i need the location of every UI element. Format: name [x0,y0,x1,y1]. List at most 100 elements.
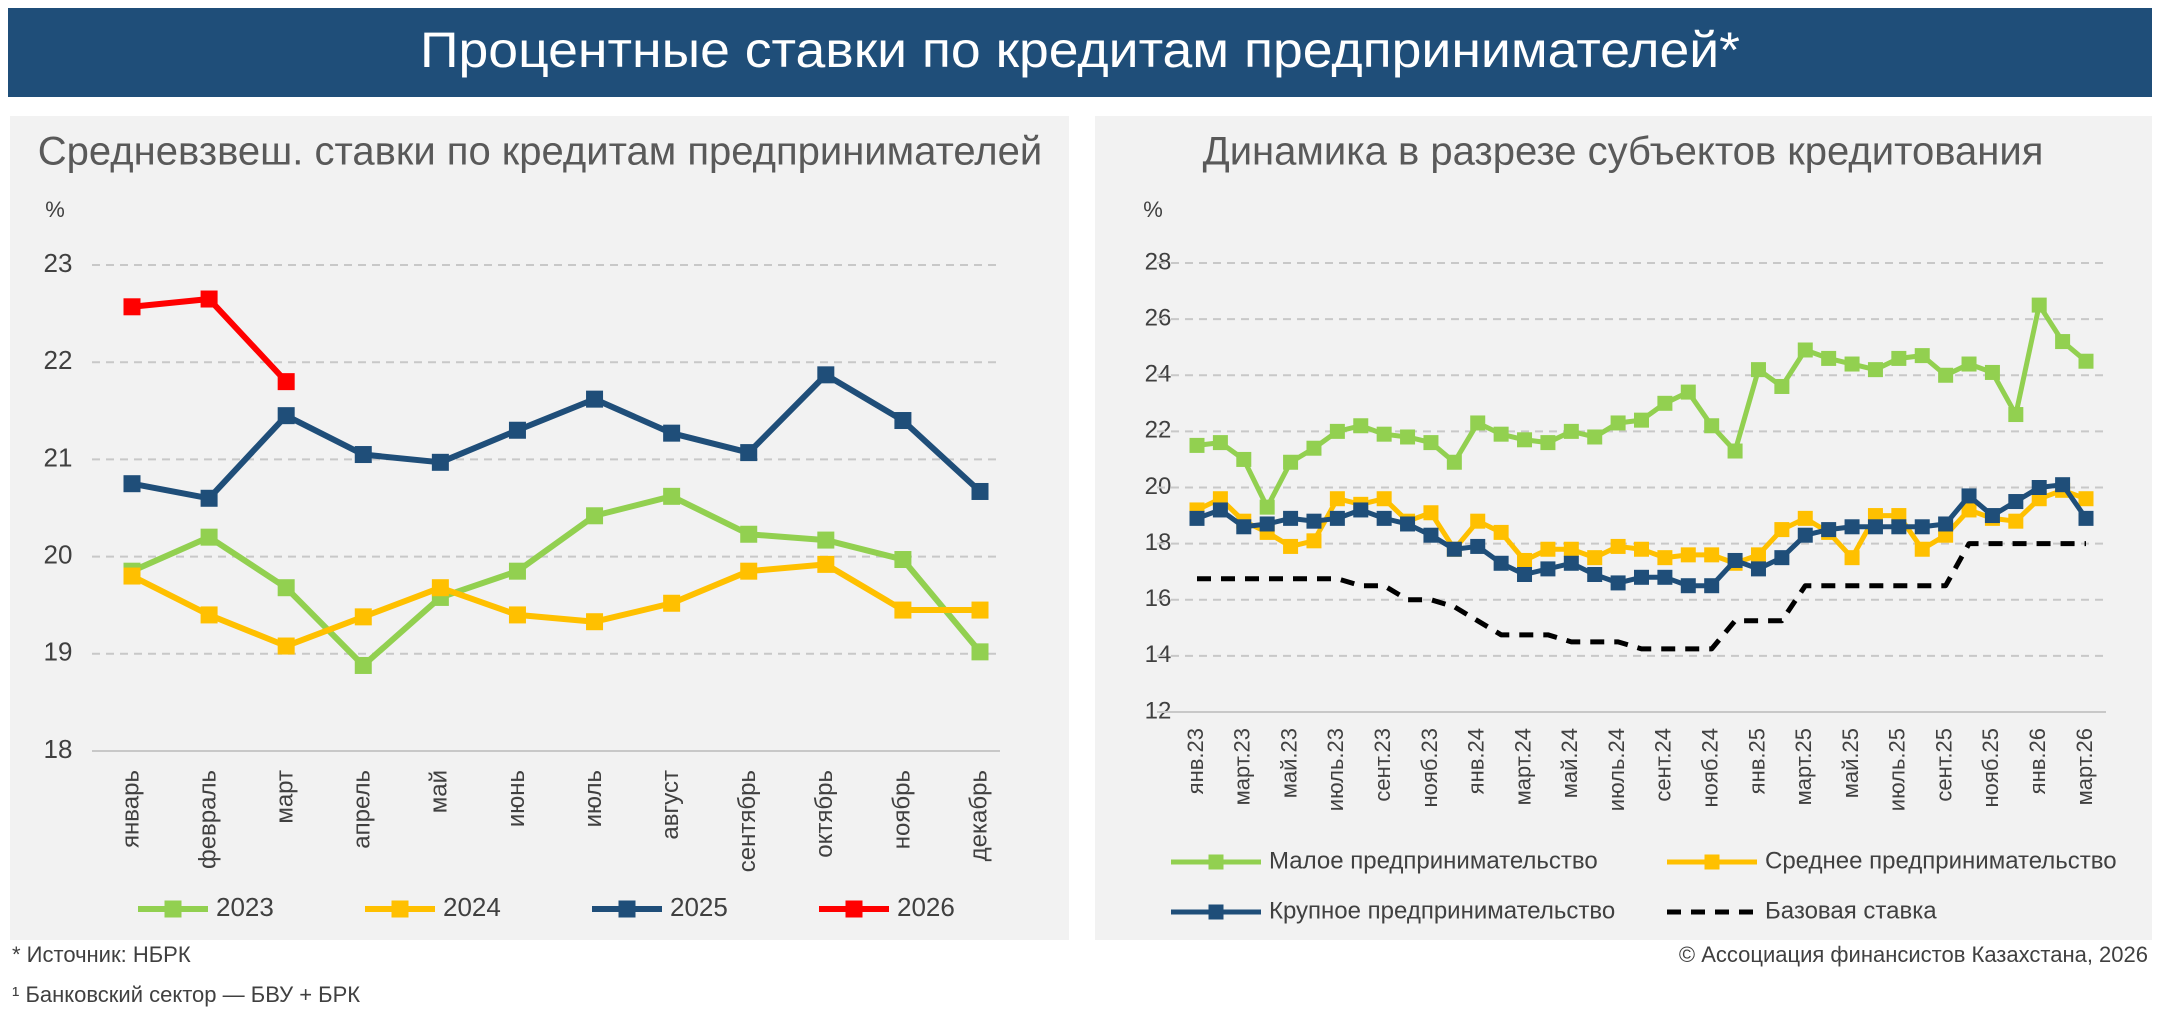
marker [663,424,681,442]
marker [1727,552,1743,568]
x-tick-label: ноябрь [888,770,915,849]
legend-marker [1704,854,1720,870]
marker [1797,527,1813,543]
marker [1329,491,1345,507]
marker [1563,541,1579,557]
marker [1657,395,1673,411]
marker [1938,367,1954,383]
marker [508,421,526,439]
x-tick-label: сентябрь [734,770,761,872]
marker [1493,426,1509,442]
marker [1750,362,1766,378]
marker [1704,547,1720,563]
x-tick-label: июль.25 [1885,728,1910,811]
marker [354,446,372,464]
y-tick-label: 26 [1145,304,1172,331]
y-tick-label: 20 [44,539,73,569]
marker [1446,541,1462,557]
title-bar [8,8,2152,97]
x-tick-label: февраль [194,770,221,869]
marker [1306,440,1322,456]
marker [1844,356,1860,372]
marker [740,525,758,543]
y-tick-label: 22 [44,345,73,375]
marker [431,453,449,471]
marker [1587,550,1603,566]
marker [894,551,912,569]
marker [1540,561,1556,577]
marker [1657,550,1673,566]
legend-marker [845,900,863,918]
x-tick-label: сент.23 [1370,728,1395,802]
marker [1283,454,1299,470]
marker [1750,547,1766,563]
x-tick-label: январь [117,770,144,848]
series-line [130,493,983,669]
marker [1774,550,1790,566]
marker [2078,491,2094,507]
marker [431,579,449,597]
x-tick-label: август [657,770,684,840]
marker [1306,513,1322,529]
marker [817,366,835,384]
marker [200,606,218,624]
marker [1517,432,1533,448]
marker [277,579,295,597]
marker [2008,513,2024,529]
marker [1867,362,1883,378]
marker [1283,538,1299,554]
marker [1446,454,1462,470]
marker [1867,519,1883,535]
x-tick-label: июль.24 [1604,728,1629,811]
x-tick-label: янв.23 [1183,728,1208,794]
y-tick-label: 18 [44,734,73,764]
marker [1961,502,1977,518]
marker [1540,541,1556,557]
x-tick-label: июль [580,770,607,827]
legend-marker [1208,854,1224,870]
marker [2031,297,2047,313]
marker [1797,510,1813,526]
series-line [1197,541,2086,652]
series-line [130,561,980,650]
marker [1470,513,1486,529]
source: * Источник: НБРК [12,942,191,967]
marker [1634,412,1649,428]
marker [894,412,912,430]
marker [1376,426,1392,442]
marker [277,407,295,425]
legend-marker [391,900,409,918]
marker [1727,443,1743,459]
marker [2055,334,2071,350]
marker [277,373,295,391]
marker [1680,578,1696,594]
x-tick-label: сент.25 [1931,728,1956,802]
marker [2078,353,2094,369]
marker [1517,566,1533,582]
marker [1587,566,1603,582]
marker [1563,555,1579,571]
marker [1984,364,2000,380]
marker [740,444,758,462]
marker [1563,423,1579,439]
marker [1704,418,1720,434]
marker [1423,505,1439,521]
marker [740,562,758,580]
y-tick-label: 24 [1145,361,1172,388]
legend-label: 2024 [443,892,501,922]
marker [971,601,989,619]
marker [586,613,604,631]
series-line [131,371,983,502]
marker [354,656,372,674]
marker [1821,350,1837,366]
legend-marker [164,900,182,918]
marker [1189,510,1205,526]
marker [200,528,218,546]
marker [508,606,526,624]
marker [1844,519,1860,535]
marker [354,608,372,626]
marker [1212,435,1228,451]
marker [1587,429,1603,445]
marker [277,637,295,655]
y-axis-label: % [45,197,65,222]
